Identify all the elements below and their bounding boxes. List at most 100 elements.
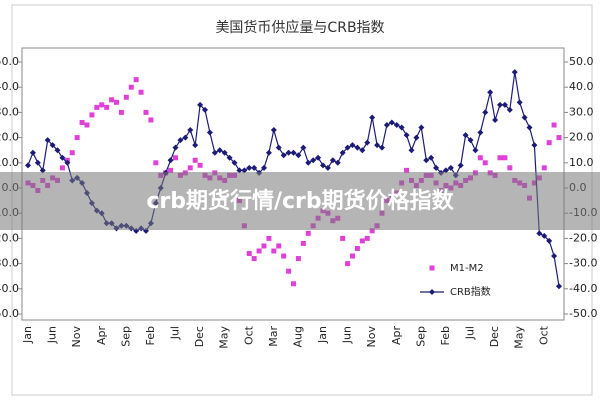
data-point bbox=[54, 147, 61, 154]
data-point bbox=[251, 256, 257, 262]
data-point bbox=[403, 132, 410, 139]
data-point bbox=[34, 159, 41, 166]
data-point bbox=[153, 160, 159, 166]
y2-tick-label: 40.0 bbox=[569, 80, 594, 93]
data-point bbox=[482, 160, 488, 166]
data-point bbox=[89, 112, 95, 118]
x-tick-label: Jul bbox=[464, 326, 477, 340]
y2-tick-label: 10.0 bbox=[569, 156, 594, 169]
x-tick-label: Jan bbox=[21, 326, 34, 344]
data-point bbox=[487, 89, 494, 96]
data-point bbox=[64, 159, 71, 166]
data-point bbox=[447, 164, 454, 171]
x-tick-label: Jul bbox=[169, 326, 182, 340]
data-point bbox=[383, 122, 390, 128]
data-point bbox=[388, 119, 395, 126]
data-point bbox=[546, 140, 552, 146]
data-point bbox=[206, 129, 213, 136]
x-tick-label: Dec bbox=[488, 326, 501, 347]
chart-title: 美国货币供应量与CRB指数 bbox=[215, 19, 384, 36]
data-point bbox=[526, 124, 533, 131]
data-point bbox=[423, 157, 430, 164]
data-point bbox=[84, 122, 90, 128]
data-point bbox=[39, 167, 46, 174]
data-point bbox=[173, 155, 178, 161]
data-point bbox=[457, 162, 464, 169]
x-tick-label: Mar bbox=[267, 326, 280, 347]
data-point bbox=[364, 139, 371, 146]
data-point bbox=[349, 142, 356, 149]
data-point bbox=[541, 165, 547, 171]
x-tick-label: Jan bbox=[316, 326, 329, 344]
data-point bbox=[350, 253, 355, 259]
data-point bbox=[344, 144, 351, 151]
data-point bbox=[270, 127, 277, 134]
data-point bbox=[123, 94, 129, 100]
data-point bbox=[477, 155, 483, 161]
data-point bbox=[408, 147, 415, 154]
y-tick-label: 40.0 bbox=[0, 80, 19, 93]
legend-label: M1-M2 bbox=[450, 263, 484, 274]
y-tick-label: -50.0 bbox=[0, 307, 19, 320]
data-point bbox=[276, 243, 282, 249]
data-point bbox=[261, 243, 267, 249]
data-point bbox=[369, 228, 375, 234]
banner-text: crb期货行情/crb期货价格指数 bbox=[146, 188, 454, 214]
data-point bbox=[413, 134, 420, 141]
y-tick-label: -30.0 bbox=[0, 257, 19, 270]
data-point bbox=[374, 142, 381, 149]
data-point bbox=[501, 101, 508, 108]
data-point bbox=[94, 104, 100, 110]
banner bbox=[0, 172, 600, 230]
data-point bbox=[467, 137, 474, 144]
data-point bbox=[305, 159, 312, 166]
data-point bbox=[246, 164, 253, 171]
data-point bbox=[291, 281, 296, 287]
data-point bbox=[315, 154, 322, 161]
data-point bbox=[477, 129, 484, 136]
data-point bbox=[418, 124, 425, 131]
x-tick-label: Feb bbox=[144, 326, 157, 345]
y2-tick-label: 20.0 bbox=[569, 131, 594, 144]
x-tick-label: May bbox=[513, 326, 526, 349]
y-tick-label: -40.0 bbox=[0, 282, 19, 295]
data-point bbox=[541, 232, 548, 239]
data-point bbox=[290, 149, 297, 156]
data-point bbox=[177, 137, 184, 144]
data-point bbox=[398, 124, 405, 131]
data-point bbox=[148, 117, 154, 123]
data-point bbox=[275, 144, 282, 151]
data-point bbox=[497, 101, 503, 108]
y2-tick-label: -30.0 bbox=[569, 257, 597, 270]
data-point bbox=[285, 149, 292, 156]
legend-label: CRB指数 bbox=[450, 285, 491, 298]
data-point bbox=[143, 109, 149, 115]
y2-tick-label: -40.0 bbox=[569, 282, 597, 295]
data-point bbox=[295, 152, 302, 159]
x-tick-label: May bbox=[218, 326, 231, 349]
data-point bbox=[340, 235, 346, 241]
x-tick-label: Aug bbox=[291, 326, 304, 347]
x-tick-label: Nov bbox=[365, 326, 378, 348]
data-point bbox=[551, 253, 558, 260]
data-point bbox=[226, 154, 233, 161]
data-point bbox=[393, 122, 400, 128]
data-point bbox=[79, 119, 85, 125]
data-point bbox=[404, 167, 410, 173]
data-point bbox=[281, 253, 287, 259]
data-point bbox=[25, 162, 31, 169]
data-point bbox=[492, 116, 499, 123]
data-point bbox=[271, 248, 277, 254]
x-tick-label: Sep bbox=[119, 326, 132, 347]
legend-marker bbox=[429, 289, 435, 295]
x-tick-label: Nov bbox=[70, 326, 83, 348]
data-point bbox=[128, 84, 134, 90]
data-point bbox=[300, 144, 307, 151]
data-point bbox=[44, 137, 51, 144]
y-tick-label: -20.0 bbox=[0, 231, 19, 244]
data-point bbox=[280, 152, 287, 159]
x-tick-label: Sep bbox=[414, 326, 427, 347]
data-point bbox=[118, 109, 124, 115]
data-point bbox=[192, 142, 199, 149]
data-point bbox=[354, 144, 361, 151]
